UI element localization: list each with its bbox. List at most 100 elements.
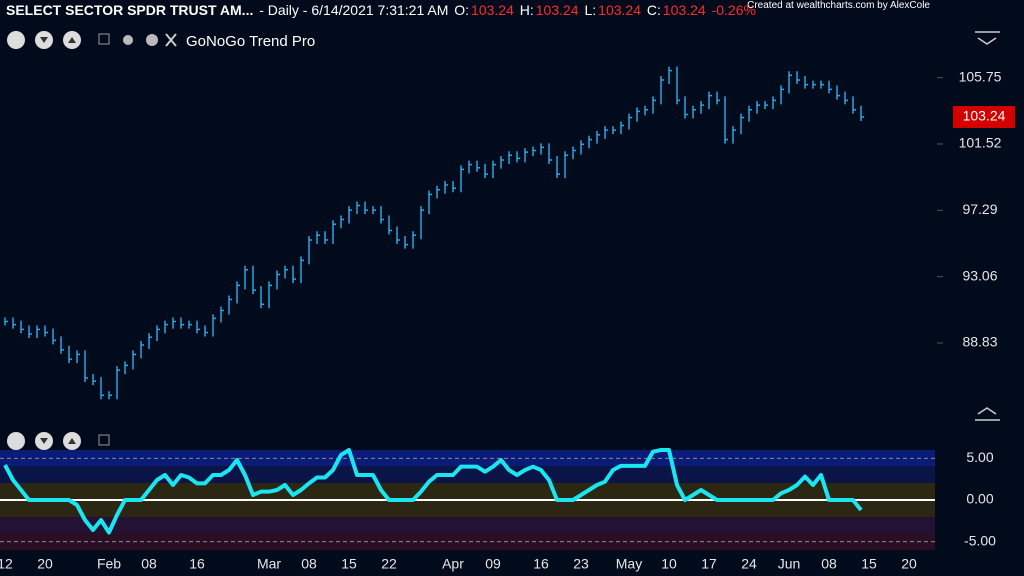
button[interactable] (7, 432, 25, 450)
price-bar (316, 231, 320, 244)
x-tick-label: 12 (0, 556, 13, 572)
x-tick-label: 16 (189, 556, 205, 572)
price-bar (12, 317, 16, 329)
ohlc-label: C: (646, 2, 661, 18)
x-tick-label: Mar (257, 556, 281, 572)
price-bar (580, 140, 584, 155)
price-bar (236, 281, 240, 304)
price-bar (796, 71, 800, 84)
price-bar (244, 265, 248, 290)
price-bar (100, 377, 104, 400)
button[interactable] (123, 35, 133, 45)
price-bar (532, 146, 536, 157)
price-bar (444, 181, 448, 194)
price-bar (124, 361, 128, 375)
price-bar (828, 80, 832, 94)
x-tick-label: 08 (141, 556, 157, 572)
credit: Created at wealthcharts.com by AlexCole (747, 0, 930, 11)
price-bar (284, 265, 288, 279)
button[interactable] (146, 34, 158, 46)
toolbar (7, 31, 1000, 450)
band (0, 466, 935, 483)
x-tick-label: 08 (301, 556, 317, 572)
price-bar (484, 163, 488, 179)
price-bar (412, 231, 416, 249)
x-tick-label: 10 (661, 556, 677, 572)
last-price-label: 103.24 (963, 108, 1006, 124)
price-bar (220, 306, 224, 323)
price-bar (356, 201, 360, 215)
ohlc-value: 103.24 (662, 2, 706, 18)
price-bar (396, 226, 400, 244)
x-tick-label: 08 (821, 556, 837, 572)
y-tick-label: 93.06 (962, 267, 997, 283)
price-bar (764, 101, 768, 110)
x-tick-label: 20 (901, 556, 917, 572)
price-bar (700, 101, 704, 114)
y-tick-label: 97.29 (962, 201, 997, 217)
x-tick-label: 16 (533, 556, 549, 572)
price-bar (476, 160, 480, 172)
price-bar (652, 96, 656, 114)
price-bar (540, 143, 544, 155)
interval: - Daily - 6/14/2021 7:31:21 AM (259, 2, 449, 18)
change: -0.26% (711, 2, 756, 18)
band (0, 533, 935, 550)
price-bar (92, 373, 96, 386)
price-bar (36, 325, 40, 339)
price-bar (252, 265, 256, 295)
price-bar (740, 113, 744, 135)
last-price-box (953, 105, 1015, 128)
symbol: SELECT SECTOR SPDR TRUST AM... (6, 2, 254, 18)
price-bar (620, 121, 624, 135)
price-bar (492, 160, 496, 179)
price-bar (84, 350, 88, 382)
button[interactable] (7, 31, 25, 49)
price-bar (812, 80, 816, 89)
x-tick-label: May (616, 556, 642, 572)
price-bar (164, 320, 168, 334)
band (0, 517, 935, 533)
indicator-name: GoNoGo Trend Pro (186, 33, 316, 50)
button[interactable] (98, 434, 110, 446)
price-bar (196, 320, 200, 334)
price-bar (628, 113, 632, 130)
price-bar (596, 130, 600, 144)
price-bar (604, 126, 608, 139)
price-bar (212, 314, 216, 337)
x-tick-label: Jun (778, 556, 801, 572)
price-bar (204, 325, 208, 337)
x-tick-label: 09 (485, 556, 501, 572)
price-bar (60, 336, 64, 354)
price-bar (668, 66, 672, 84)
x-tick-label: Apr (442, 556, 464, 572)
price-bar (324, 231, 328, 244)
price-bar (428, 190, 432, 215)
price-bar (844, 91, 848, 105)
x-tick-label: 15 (341, 556, 357, 572)
price-bar (516, 151, 520, 163)
button[interactable] (98, 33, 110, 45)
price-bar (836, 85, 840, 100)
price-bar (108, 391, 112, 400)
price-bar (268, 281, 272, 309)
price-bar (116, 366, 120, 400)
x-tick-label: 22 (381, 556, 397, 572)
price-bar (4, 317, 8, 326)
price-bar (188, 320, 192, 329)
header: SELECT SECTOR SPDR TRUST AM... - Daily -… (6, 2, 758, 18)
price-bar (340, 215, 344, 229)
price-bar (748, 105, 752, 122)
price-bar (28, 325, 32, 339)
price-bar (44, 325, 48, 337)
price-bar (364, 201, 368, 215)
price-bar (612, 126, 616, 135)
price-bar (788, 71, 792, 94)
price-bar (724, 96, 728, 144)
price-bar (68, 345, 72, 364)
price-bar (676, 66, 680, 105)
x-tick-label: 20 (37, 556, 53, 572)
price-bar (644, 105, 648, 116)
oscillator-line (3, 448, 863, 535)
price-bar (452, 181, 456, 193)
